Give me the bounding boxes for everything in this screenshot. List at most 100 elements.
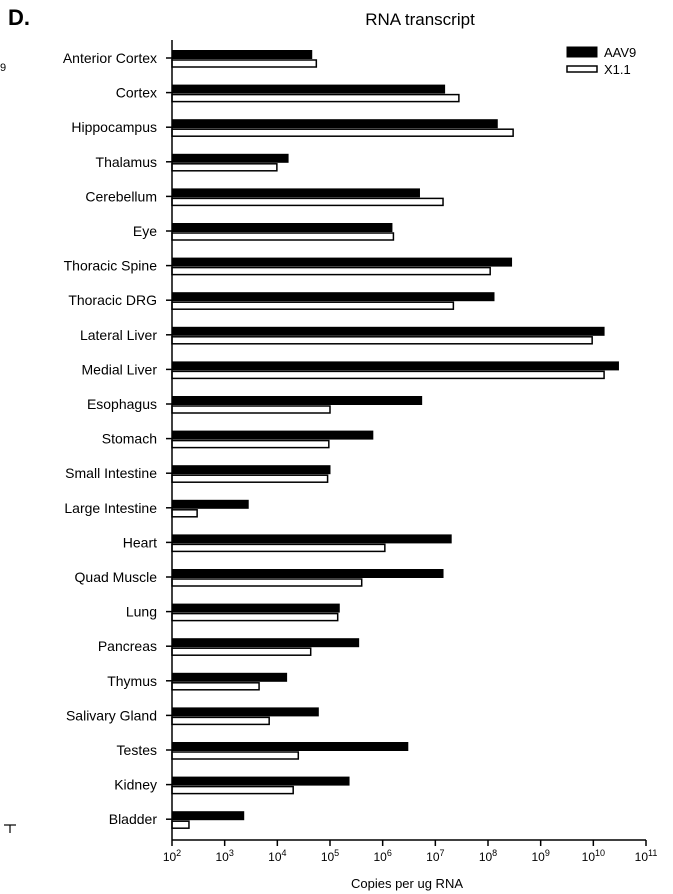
bar-x1-1 <box>171 612 339 622</box>
x-tick-label: 104 <box>268 848 286 864</box>
category-label: Medial Liver <box>82 361 158 377</box>
bar-aav9 <box>171 292 495 302</box>
bar-x1-1 <box>171 59 318 68</box>
bar-aav9 <box>171 326 605 336</box>
bar-x1-1 <box>171 93 460 103</box>
category-label: Hippocampus <box>71 119 157 135</box>
category-label: Cortex <box>116 85 157 101</box>
category-label: Lateral Liver <box>80 327 157 343</box>
x-tick-base: 10 <box>531 850 545 864</box>
x-tick-label: 102 <box>163 848 181 864</box>
bar-aav9 <box>171 776 350 786</box>
category-label: Pancreas <box>98 638 157 654</box>
bar-x1-1 <box>171 370 605 380</box>
bar-aav9 <box>171 188 420 198</box>
x-tick-label: 109 <box>531 848 549 864</box>
category-label: Kidney <box>114 777 157 793</box>
category-label: Testes <box>117 742 157 758</box>
legend: AAV9 X1.1 <box>566 45 636 77</box>
category-label: Thalamus <box>96 154 157 170</box>
bar-x1-1 <box>171 266 491 276</box>
bar-aav9 <box>171 811 245 821</box>
stray-fragment: 9 <box>0 62 6 74</box>
x-tick-base: 10 <box>321 850 335 864</box>
bar-x1-1 <box>171 474 329 483</box>
x-axis-label: Copies per ug RNA <box>351 876 463 891</box>
category-label: Thoracic Spine <box>64 258 158 274</box>
x-tick-label: 106 <box>373 848 391 864</box>
x-tick-exponent: 7 <box>440 848 445 858</box>
x-tick-base: 10 <box>479 850 493 864</box>
bar-aav9 <box>171 569 444 578</box>
x-tick-exponent: 10 <box>595 848 605 858</box>
bar-aav9 <box>171 257 513 267</box>
bar-aav9 <box>171 119 498 129</box>
bar-aav9 <box>171 603 340 613</box>
bar-aav9 <box>171 638 360 648</box>
category-label: Salivary Gland <box>66 707 157 723</box>
bar-x1-1 <box>171 647 312 656</box>
bar-x1-1 <box>171 578 363 587</box>
bar-x1-1 <box>171 232 395 241</box>
bar-x1-1 <box>171 301 455 310</box>
bar-x1-1 <box>171 405 331 414</box>
category-label: Thymus <box>107 673 157 689</box>
legend-label-x1-1: X1.1 <box>604 62 631 77</box>
bar-x1-1 <box>171 716 270 726</box>
bar-aav9 <box>171 50 313 59</box>
bar-aav9 <box>171 223 393 232</box>
bar-aav9 <box>171 361 619 371</box>
bar-aav9 <box>171 499 249 509</box>
bars-group <box>171 50 619 829</box>
x-tick-exponent: 2 <box>176 848 181 858</box>
bar-x1-1 <box>171 682 260 691</box>
category-label: Cerebellum <box>85 188 157 204</box>
legend-swatch-aav9 <box>566 46 598 58</box>
bar-x1-1 <box>171 543 386 553</box>
x-tick-label: 103 <box>215 848 233 864</box>
x-tick-exponent: 6 <box>387 848 392 858</box>
bar-aav9 <box>171 84 446 94</box>
bar-aav9 <box>171 430 374 440</box>
x-tick-base: 10 <box>268 850 282 864</box>
x-tick-label: 1011 <box>635 848 658 864</box>
x-tick-label: 1010 <box>582 848 605 864</box>
x-tick-exponent: 5 <box>334 848 339 858</box>
category-label: Lung <box>126 604 157 620</box>
x-tick-base: 10 <box>635 850 649 864</box>
bar-x1-1 <box>171 785 294 795</box>
x-tick-exponent: 4 <box>282 848 287 858</box>
category-label: Esophagus <box>87 396 157 412</box>
category-label: Anterior Cortex <box>63 50 157 66</box>
bar-x1-1 <box>171 336 593 345</box>
bar-x1-1 <box>171 820 190 829</box>
x-tick-label: 107 <box>426 848 444 864</box>
panel-letter: D. <box>8 5 30 30</box>
x-tick-base: 10 <box>373 850 387 864</box>
x-tick-base: 10 <box>163 850 177 864</box>
legend-label-aav9: AAV9 <box>604 45 636 60</box>
chart-title: RNA transcript <box>365 10 475 29</box>
category-label: Eye <box>133 223 157 239</box>
bar-x1-1 <box>171 163 278 172</box>
legend-swatch-x1-1 <box>566 65 598 73</box>
category-label: Large Intestine <box>64 500 157 516</box>
axes-group: Anterior Cortex Cortex Hippocampus Thalamus… <box>63 40 658 864</box>
bar-aav9 <box>171 153 289 163</box>
bar-x1-1 <box>171 509 198 518</box>
x-tick-exponent: 3 <box>229 848 234 858</box>
category-label: Stomach <box>102 431 157 447</box>
x-tick-exponent: 11 <box>648 848 657 858</box>
category-label: Small Intestine <box>65 465 157 481</box>
category-label: Heart <box>123 534 157 550</box>
bar-x1-1 <box>171 128 514 137</box>
category-label: Thoracic DRG <box>68 292 157 308</box>
x-tick-label: 108 <box>479 848 497 864</box>
bar-x1-1 <box>171 439 330 449</box>
category-label: Bladder <box>109 811 158 827</box>
x-tick-base: 10 <box>426 850 440 864</box>
bar-aav9 <box>171 707 319 717</box>
bar-aav9 <box>171 742 409 751</box>
bar-x1-1 <box>171 751 300 760</box>
